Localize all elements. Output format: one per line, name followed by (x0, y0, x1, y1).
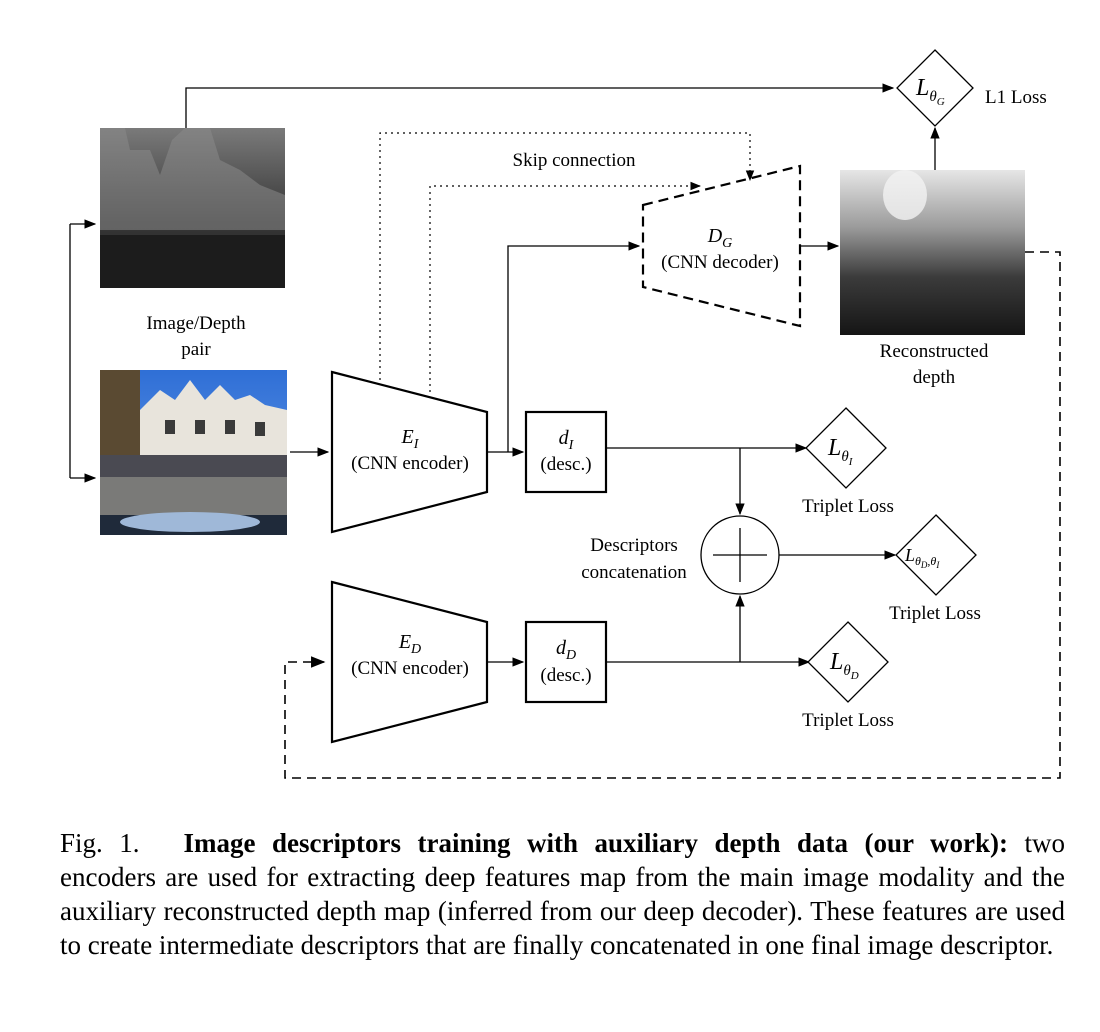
svg-text:dI: dI (559, 427, 575, 453)
figure-caption: Fig. 1. Image descriptors training with a… (60, 826, 1065, 962)
image-depth-pair-label-2: pair (181, 339, 211, 360)
figure-number: Fig. 1. (60, 828, 140, 858)
decoder-dg: DG (CNN decoder) (641, 164, 802, 328)
ei-to-decoder-arrow (507, 241, 641, 452)
svg-text:(CNN encoder): (CNN encoder) (351, 658, 469, 679)
image-depth-pair-link (69, 219, 97, 483)
descriptor-di: dI (desc.) (524, 410, 608, 494)
svg-text:LθG: LθG (915, 75, 945, 108)
concat-label-2: concatenation (581, 562, 687, 583)
encoder-ei: EI (CNN encoder) (330, 370, 489, 534)
svg-text:dD: dD (556, 637, 576, 663)
svg-text:ED: ED (398, 631, 421, 657)
input-depth-image (100, 128, 285, 288)
diagram-canvas: Image/Depth pair LθG L1 Loss Reconstruct… (69, 49, 1061, 779)
reconstructed-depth-label-2: depth (913, 367, 956, 388)
reconstructed-depth-image (840, 170, 1025, 335)
svg-text:EI: EI (401, 426, 420, 452)
depth-to-l1-arrow (185, 83, 895, 128)
triplet-loss-i-label: Triplet Loss (802, 496, 894, 517)
triplet-loss-di-label: Triplet Loss (889, 603, 981, 624)
loss-g-diamond: LθG (896, 49, 974, 127)
concat-circle (700, 515, 780, 595)
svg-text:(desc.): (desc.) (540, 665, 591, 686)
concat-label: Descriptors (590, 535, 678, 556)
reconstructed-depth-label: Reconstructed (880, 341, 989, 362)
svg-text:LθD: LθD (829, 649, 859, 682)
input-rgb-image (100, 370, 287, 535)
l1-loss-label: L1 Loss (985, 87, 1047, 108)
recon-to-ed-feedback (284, 251, 1061, 779)
skip-connection-inner (429, 181, 702, 392)
svg-text:(CNN decoder): (CNN decoder) (661, 252, 779, 273)
skip-connection-label: Skip connection (513, 150, 636, 171)
svg-text:DG: DG (707, 225, 733, 251)
encoder-ed: ED (CNN encoder) (330, 580, 489, 744)
loss-di-diamond: LθD,θI (895, 514, 977, 596)
caption-body: two encoders are used for extracting dee… (60, 828, 1065, 960)
triplet-loss-d-label: Triplet Loss (802, 710, 894, 731)
svg-text:LθD,θI: LθD,θI (904, 545, 940, 570)
svg-text:LθI: LθI (827, 435, 854, 468)
descriptor-dd: dD (desc.) (524, 620, 608, 704)
skip-connection-outer (379, 132, 755, 380)
image-depth-pair-label: Image/Depth (146, 313, 246, 334)
svg-text:(CNN encoder): (CNN encoder) (351, 453, 469, 474)
caption-title: Image descriptors training with auxiliar… (183, 828, 1008, 858)
loss-d-diamond: LθD (807, 621, 889, 703)
svg-text:(desc.): (desc.) (540, 454, 591, 475)
loss-i-diamond: LθI (805, 407, 887, 489)
